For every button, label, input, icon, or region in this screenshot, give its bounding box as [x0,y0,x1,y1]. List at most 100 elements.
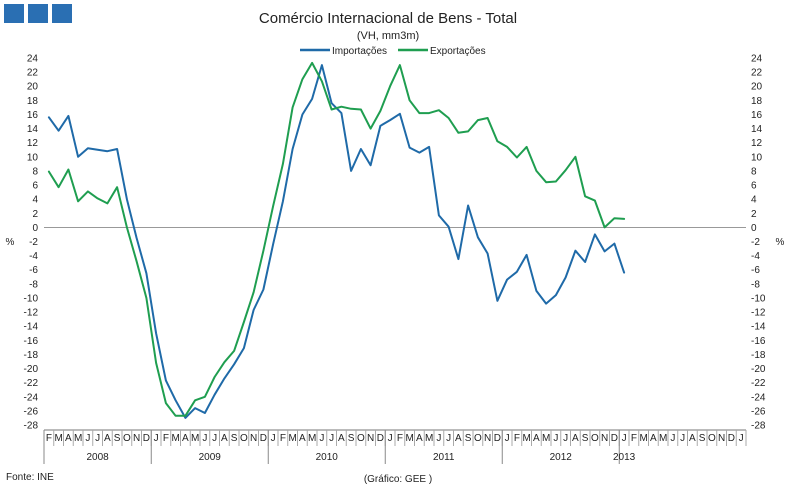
month-tick-label: A [572,433,579,444]
month-tick-label: J [505,433,510,444]
month-tick-label: O [708,433,716,444]
y-tick-right: 10 [751,152,763,163]
y-tick-right: -8 [751,279,760,290]
y-tick-right: -10 [751,293,766,304]
month-tick-label: M [425,433,433,444]
month-tick-label: J [670,433,675,444]
y-tick-left: -20 [24,364,39,375]
month-tick-label: N [250,433,257,444]
month-tick-label: O [474,433,482,444]
month-tick-label: O [240,433,248,444]
month-tick-label: M [171,433,179,444]
y-tick-right: -24 [751,392,766,403]
y-tick-left: -12 [24,308,39,319]
month-tick-label: J [388,433,393,444]
month-tick-label: J [271,433,276,444]
year-tick-label: 2010 [316,452,339,463]
series-line-exportacoes [47,61,626,417]
y-tick-left: 12 [27,138,39,149]
month-tick-label: J [739,433,744,444]
month-tick-label: D [494,433,501,444]
month-tick-label: M [542,433,550,444]
y-tick-left: -6 [29,265,38,276]
legend-label-exportacoes: Exportações [430,46,486,57]
month-tick-label: M [405,433,413,444]
month-tick-label: F [280,433,286,444]
y-tick-left: 22 [27,68,39,79]
y-tick-right: 22 [751,68,763,79]
y-tick-left: 24 [27,54,39,65]
y-tick-left: 4 [32,195,38,206]
footer-source: Fonte: INE [6,472,54,483]
month-tick-label: A [338,433,345,444]
y-tick-left: 0 [32,223,38,234]
month-tick-label: J [329,433,334,444]
y-tick-right: -6 [751,265,760,276]
legend: Importações Exportações [300,46,486,57]
series-line-importacoes [47,64,626,419]
month-tick-label: A [104,433,111,444]
y-tick-right: 18 [751,96,763,107]
y-tick-left: -2 [29,237,38,248]
y-tick-left: -10 [24,293,39,304]
month-tick-label: J [202,433,207,444]
year-tick-label: 2011 [433,452,455,463]
y-tick-left: -22 [24,378,39,389]
y-tick-left: 6 [32,181,38,192]
month-tick-label: F [631,433,637,444]
y-tick-left: -28 [24,421,39,432]
y-tick-right: -16 [751,336,766,347]
y-tick-right: -26 [751,406,766,417]
month-tick-label: A [650,433,657,444]
y-tick-right: 24 [751,54,763,65]
y-tick-right: -4 [751,251,760,262]
month-tick-label: N [133,433,140,444]
y-tick-left: 20 [27,82,39,93]
y-tick-right: 14 [751,124,763,135]
y-axis-left: 242220181614121086420-2-4-6-8-10-12-14-1… [24,54,39,432]
y-tick-right: -20 [751,364,766,375]
month-tick-label: M [659,433,667,444]
month-tick-label: A [299,433,306,444]
chart-title: Comércio Internacional de Bens - Total [259,10,517,27]
y-tick-right: -22 [751,378,766,389]
year-tick-label: 2008 [87,452,110,463]
x-axis-years: 2008 2009 2010 2011 2012 2013 [43,430,636,464]
month-tick-label: M [288,433,296,444]
month-tick-label: J [212,433,217,444]
y-tick-right: -12 [751,308,766,319]
month-tick-label: M [74,433,82,444]
y-tick-left: -26 [24,406,39,417]
y-tick-left: -14 [24,322,39,333]
month-tick-label: M [308,433,316,444]
month-tick-label: J [85,433,90,444]
month-tick-label: S [231,433,238,444]
month-tick-label: M [639,433,647,444]
y-tick-right: -18 [751,350,766,361]
month-tick-label: A [533,433,540,444]
month-tick-label: N [367,433,374,444]
month-tick-label: J [95,433,100,444]
y-tick-right: 4 [751,195,757,206]
month-tick-label: A [455,433,462,444]
y-tick-left: 18 [27,96,39,107]
month-tick-label: J [436,433,441,444]
month-tick-label: S [465,433,472,444]
y-tick-left: 14 [27,124,39,135]
y-tick-left: 16 [27,110,39,121]
month-tick-label: A [689,433,696,444]
y-tick-right: 0 [751,223,757,234]
logo-block-1 [4,4,24,23]
y-tick-right: -28 [751,421,766,432]
month-tick-label: J [319,433,324,444]
month-tick-label: A [416,433,423,444]
month-tick-label: D [260,433,267,444]
y-tick-left: -16 [24,336,39,347]
month-tick-label: M [522,433,530,444]
legend-label-importacoes: Importações [332,46,387,57]
year-tick-label: 2013 [613,452,636,463]
month-tick-label: F [46,433,52,444]
month-tick-label: J [680,433,685,444]
month-tick-label: D [728,433,735,444]
